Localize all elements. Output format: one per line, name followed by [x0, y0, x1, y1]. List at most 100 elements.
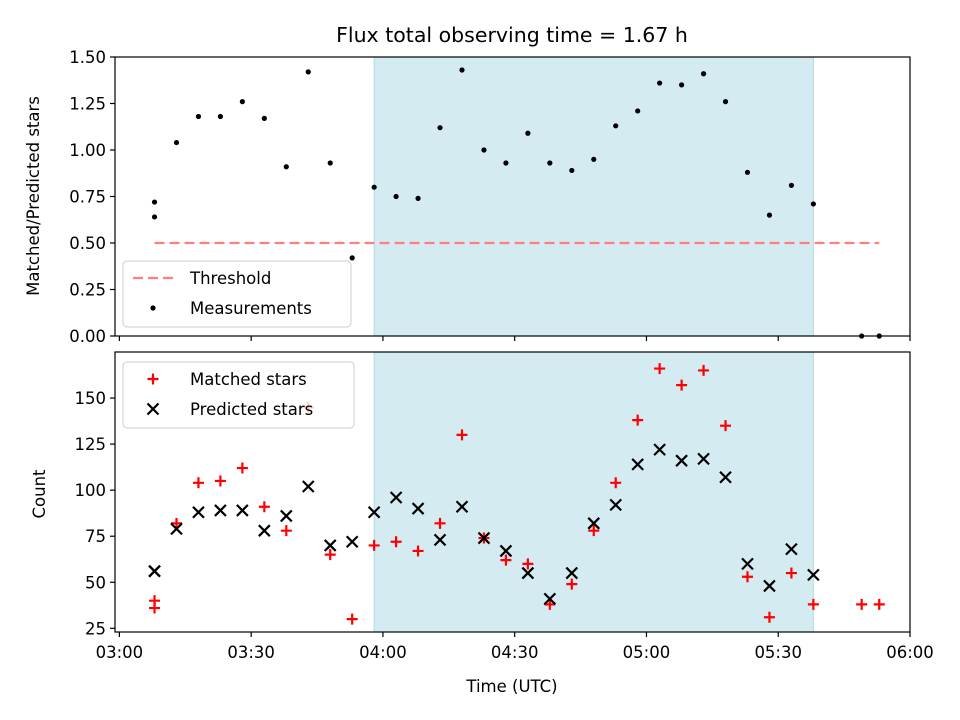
- measurement-point: [569, 167, 575, 174]
- measurement-point: [415, 195, 421, 201]
- top-y-tick-label: 0.50: [69, 234, 106, 253]
- matched-stars-point: [544, 598, 556, 610]
- measurement-point: [195, 113, 202, 120]
- top-y-tick-label: 1.25: [69, 95, 106, 114]
- matched-stars-point: [456, 429, 468, 441]
- bottom-y-tick-label: 50: [85, 573, 106, 592]
- predicted-stars-point: [301, 480, 315, 493]
- measurement-point: [371, 184, 377, 190]
- figure-title: Flux total observing time = 1.67 h: [336, 23, 688, 47]
- bottom-axes-frame: [114, 351, 911, 633]
- predicted-stars-point: [807, 568, 820, 582]
- predicted-stars-point: [345, 535, 359, 549]
- measurement-point: [305, 69, 311, 75]
- matched-stars-point: [856, 598, 868, 610]
- predicted-stars-point: [236, 504, 249, 517]
- matched-stars-point: [566, 578, 578, 590]
- measurement-point: [239, 99, 245, 105]
- predicted-stars-point: [411, 502, 425, 515]
- measurement-point: [635, 108, 641, 114]
- measurement-point: [613, 123, 619, 129]
- measurement-point: [788, 182, 795, 188]
- measurement-point: [327, 160, 333, 166]
- predicted-stars-point: [521, 566, 535, 580]
- x-tick-label: 05:00: [623, 643, 671, 662]
- matched-stars-point: [785, 567, 797, 579]
- matched-stars-point: [149, 595, 161, 607]
- matched-stars-point: [236, 462, 248, 474]
- matched-stars-point: [390, 536, 402, 548]
- predicted-stars-point: [565, 566, 579, 580]
- matched-stars-point: [214, 475, 226, 487]
- matched-stars-point: [763, 611, 775, 623]
- measurement-point: [722, 99, 729, 105]
- bottom-y-tick-label: 150: [75, 389, 107, 408]
- matched-stars-point: [522, 558, 534, 570]
- predicted-stars-point: [609, 498, 622, 512]
- predicted-stars-point: [631, 458, 644, 471]
- matched-stars-point: [500, 554, 512, 566]
- measurement-point: [217, 113, 224, 120]
- predicted-stars-point: [455, 500, 469, 514]
- matched-stars-point: [170, 517, 182, 529]
- predicted-stars-point: [741, 557, 754, 571]
- matched-stars-point: [588, 525, 600, 537]
- matched-stars-point: [412, 545, 424, 557]
- measurement-point: [810, 201, 816, 207]
- measurement-point: [525, 130, 531, 136]
- predicted-stars-point: [719, 470, 732, 484]
- matched-stars-point: [698, 364, 710, 376]
- matched-stars-point: [610, 477, 622, 489]
- x-tick-label: 06:00: [886, 643, 934, 662]
- bottom-legend-box: [122, 361, 355, 429]
- x-axis-label: Time (UTC): [465, 677, 557, 696]
- top-y-tick-label: 1.50: [69, 48, 106, 67]
- legend-label: Matched stars: [190, 370, 307, 389]
- x-tick-label: 03:30: [227, 643, 275, 662]
- matched-stars-point: [807, 598, 819, 610]
- matched-stars-point: [632, 414, 644, 426]
- matched-stars-point: [434, 517, 446, 529]
- top-y-axis-label: Matched/Predicted stars: [24, 96, 43, 296]
- legend-predicted-stars-swatch: [146, 402, 160, 416]
- bottom-y-tick-label: 125: [75, 435, 107, 454]
- matched-stars-point: [676, 379, 688, 391]
- predicted-stars-point: [785, 542, 798, 556]
- matched-stars-point: [346, 613, 358, 625]
- legend-label: Predicted stars: [190, 400, 313, 419]
- matched-stars-point: [654, 363, 666, 375]
- matched-stars-point: [280, 525, 292, 537]
- matched-stars-point: [741, 571, 753, 583]
- top-legend-box: [122, 260, 352, 328]
- measurement-point: [481, 147, 487, 153]
- measurement-point: [503, 160, 509, 166]
- bottom-y-tick-label: 75: [85, 527, 106, 546]
- predicted-stars-point: [192, 505, 205, 519]
- matched-stars-point: [368, 539, 380, 551]
- measurement-point: [173, 139, 180, 146]
- legend-label: Threshold: [189, 269, 271, 288]
- bottom-panel: 25 50 75 100 125 150 03:00 03:30 04:00 04:30 05:00…: [75, 351, 934, 662]
- predicted-stars-point: [653, 443, 666, 456]
- top-y-tick-label: 1.00: [69, 141, 106, 160]
- predicted-stars-point: [477, 531, 491, 545]
- x-tick-label: 05:30: [754, 643, 802, 662]
- measurement-point: [349, 255, 355, 261]
- predicted-stars-point: [170, 522, 183, 536]
- measurement-point: [679, 82, 685, 88]
- measurement-point: [459, 67, 465, 73]
- x-tick-label: 04:30: [491, 643, 539, 662]
- top-y-tick-label: 0.00: [69, 327, 106, 346]
- legend-label: Measurements: [190, 299, 312, 318]
- predicted-stars-point: [499, 544, 513, 558]
- predicted-stars-point: [697, 452, 710, 466]
- predicted-stars-point: [280, 509, 293, 523]
- measurement-point: [744, 169, 751, 175]
- measurement-point: [261, 115, 267, 121]
- matched-stars-point: [192, 477, 204, 489]
- matched-stars-point: [873, 598, 885, 610]
- top-observing-span: [373, 56, 814, 337]
- predicted-stars-point: [433, 533, 447, 547]
- matched-stars-point: [720, 420, 732, 432]
